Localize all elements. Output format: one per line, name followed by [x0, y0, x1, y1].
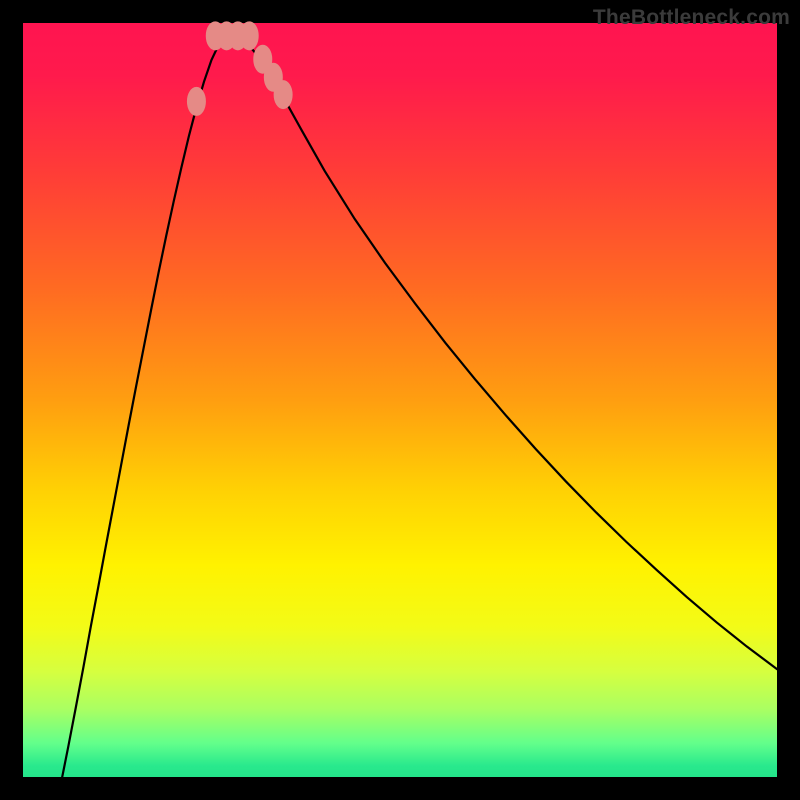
- chart-gradient-background: [23, 23, 777, 777]
- chart-frame: TheBottleneck.com: [0, 0, 800, 800]
- curve-marker: [187, 87, 205, 115]
- watermark-text: TheBottleneck.com: [593, 6, 790, 30]
- bottleneck-chart: [0, 0, 800, 800]
- curve-marker: [240, 22, 258, 50]
- curve-marker: [274, 81, 292, 109]
